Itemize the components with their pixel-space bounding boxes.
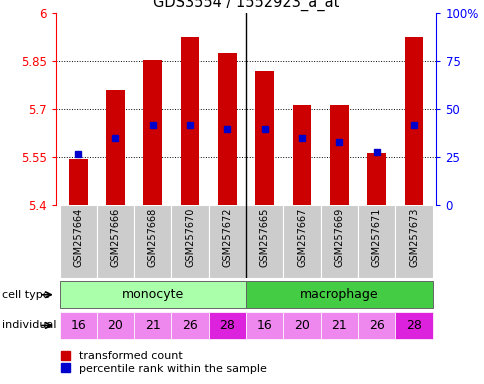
Text: 28: 28: [405, 319, 421, 332]
Text: 16: 16: [257, 319, 272, 332]
Text: GSM257669: GSM257669: [334, 208, 344, 267]
Bar: [367, 152, 385, 205]
Title: GDS3554 / 1552923_a_at: GDS3554 / 1552923_a_at: [152, 0, 339, 11]
Bar: [357, 312, 394, 339]
Bar: [106, 90, 124, 205]
Bar: [320, 205, 357, 278]
Text: GSM257666: GSM257666: [110, 208, 120, 267]
Bar: [209, 312, 245, 339]
Bar: [218, 53, 236, 205]
Bar: [209, 205, 245, 278]
Bar: [292, 105, 311, 205]
Text: GSM257670: GSM257670: [185, 208, 195, 267]
Bar: [134, 205, 171, 278]
Text: 28: 28: [219, 319, 235, 332]
Text: 21: 21: [331, 319, 347, 332]
Text: GSM257673: GSM257673: [408, 208, 418, 267]
Bar: [60, 312, 97, 339]
Text: GSM257668: GSM257668: [148, 208, 157, 267]
Text: individual: individual: [2, 320, 57, 331]
Bar: [69, 159, 87, 205]
Bar: [143, 60, 162, 205]
Text: 26: 26: [368, 319, 384, 332]
Text: 20: 20: [294, 319, 309, 332]
Text: macrophage: macrophage: [300, 288, 378, 301]
Bar: [245, 205, 283, 278]
Bar: [357, 205, 394, 278]
Text: GSM257672: GSM257672: [222, 208, 232, 267]
Text: monocyte: monocyte: [121, 288, 183, 301]
Bar: [171, 312, 209, 339]
Bar: [60, 205, 97, 278]
Bar: [320, 312, 357, 339]
Bar: [394, 205, 432, 278]
Bar: [134, 312, 171, 339]
Bar: [97, 312, 134, 339]
Bar: [245, 281, 432, 308]
Bar: [283, 205, 320, 278]
Legend: transformed count, percentile rank within the sample: transformed count, percentile rank withi…: [61, 351, 266, 374]
Bar: [171, 205, 209, 278]
Bar: [330, 105, 348, 205]
Bar: [245, 312, 283, 339]
Bar: [181, 38, 199, 205]
Bar: [283, 312, 320, 339]
Text: 16: 16: [70, 319, 86, 332]
Bar: [255, 71, 273, 205]
Text: GSM257671: GSM257671: [371, 208, 381, 267]
Text: 21: 21: [145, 319, 160, 332]
Text: cell type: cell type: [2, 290, 50, 300]
Text: GSM257667: GSM257667: [297, 208, 306, 267]
Text: 20: 20: [107, 319, 123, 332]
Bar: [404, 38, 423, 205]
Text: 26: 26: [182, 319, 197, 332]
Bar: [60, 281, 245, 308]
Text: GSM257665: GSM257665: [259, 208, 269, 267]
Text: GSM257664: GSM257664: [73, 208, 83, 267]
Bar: [394, 312, 432, 339]
Bar: [97, 205, 134, 278]
